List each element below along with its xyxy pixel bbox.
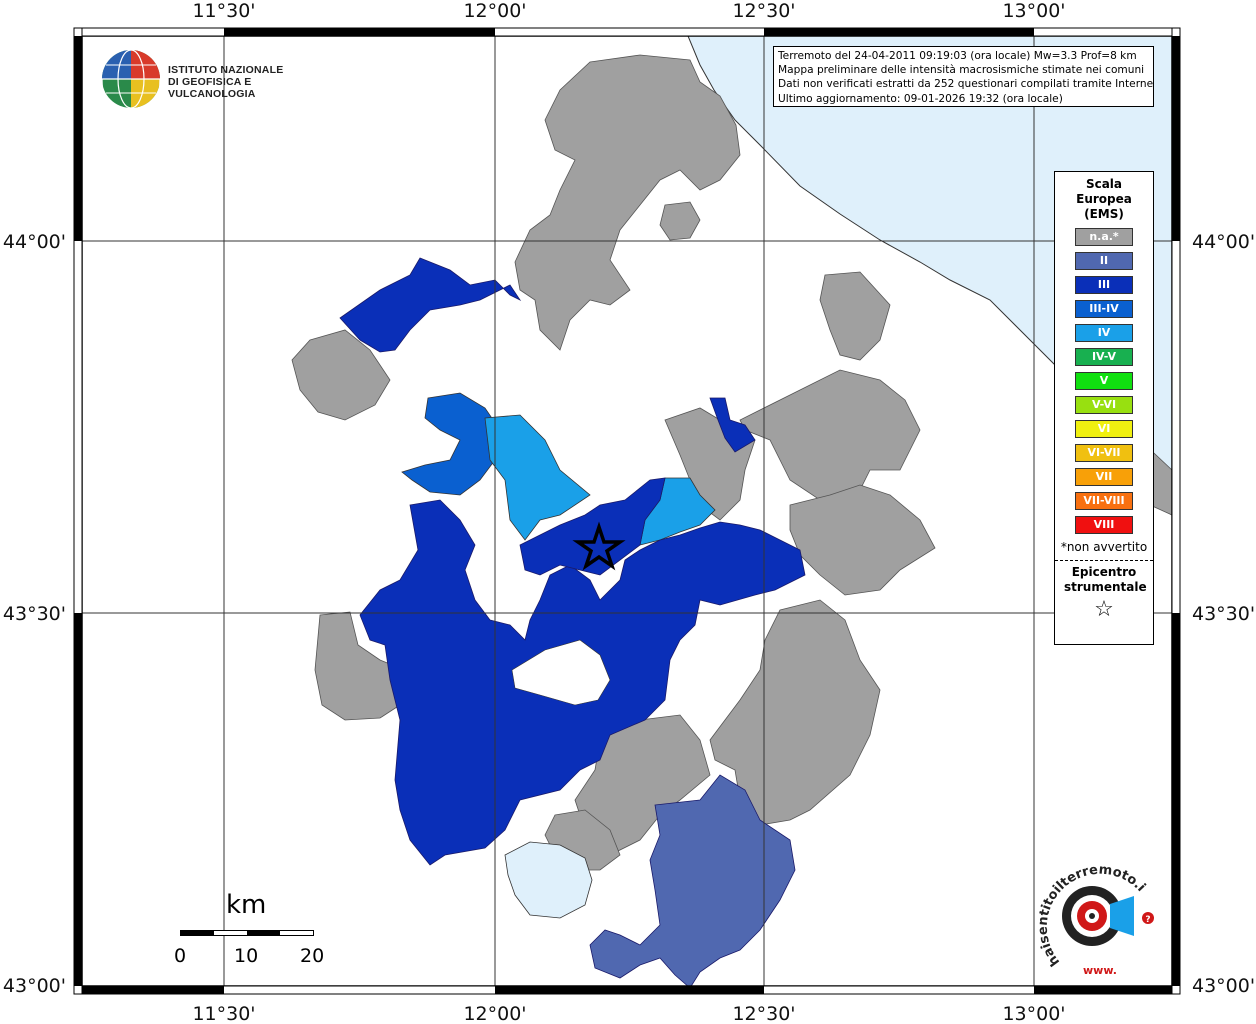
lon-label-bottom-2: 12°00'	[463, 1003, 526, 1024]
lon-label-top-3: 12°30'	[732, 0, 795, 22]
svg-text:?: ?	[1145, 915, 1150, 925]
legend-item: IV	[1075, 324, 1133, 342]
lat-label-right-2: 43°30'	[1192, 603, 1255, 625]
lat-label-right-3: 43°00'	[1192, 975, 1255, 997]
legend-item: V-VI	[1075, 396, 1133, 414]
event-info-line-1: Terremoto del 24-04-2011 09:19:03 (ora l…	[778, 50, 1137, 62]
globe-icon	[101, 49, 161, 110]
ems-legend: Scala Europea (EMS) n.a.* II III III-IV IV IV…	[1054, 171, 1154, 645]
legend-item: VII	[1075, 468, 1133, 486]
ingv-name: ISTITUTO NAZIONALE DI GEOFISICA E VULCAN…	[168, 64, 340, 100]
scale-tick-0: 0	[174, 945, 187, 967]
map-frame	[73, 27, 1181, 995]
scale-title: km	[226, 890, 267, 920]
lon-label-bottom-4: 13°00'	[1002, 1003, 1065, 1024]
lake-trasimeno	[511, 639, 611, 706]
graticule	[82, 36, 1172, 986]
ingv-logo: ISTITUTO NAZIONALE DI GEOFISICA E VULCAN…	[100, 48, 340, 110]
legend-note: *non avvertito	[1060, 540, 1148, 554]
epicenter-star-icon	[572, 521, 626, 571]
event-info-line-4: Ultimo aggiornamento: 09-01-2026 19:32 (…	[778, 92, 1063, 105]
haisentito-www: www.	[1083, 964, 1117, 977]
legend-item: III-IV	[1075, 300, 1133, 318]
legend-item: VI	[1075, 420, 1133, 438]
ingv-name-line2: DI GEOFISICA E VULCANOLOGIA	[168, 76, 256, 100]
legend-item: VI-VII	[1075, 444, 1133, 462]
legend-items: n.a.* II III III-IV IV IV-V V V-VI VI VI-VII VII VI…	[1055, 228, 1153, 534]
area-intensity-iv-west	[484, 414, 591, 541]
legend-item: VII-VIII	[1075, 492, 1133, 510]
scale-bar: km 0 10 20	[168, 890, 338, 970]
scale-tick-20: 20	[300, 945, 325, 967]
legend-item: II	[1075, 252, 1133, 270]
lon-label-bottom-3: 12°30'	[732, 1003, 795, 1024]
legend-item: V	[1075, 372, 1133, 390]
event-info-line-2: Mappa preliminare delle intensità macros…	[778, 64, 1145, 77]
lat-label-right-1: 44°00'	[1192, 231, 1255, 253]
legend-item: IV-V	[1075, 348, 1133, 366]
ingv-name-line1: ISTITUTO NAZIONALE	[168, 64, 284, 76]
scale-bar-graphic	[180, 930, 314, 936]
lon-label-top-4: 13°00'	[1002, 0, 1065, 22]
haisentito-logo: ? haisentitoilterremoto.it www.	[1027, 841, 1170, 982]
area-intensity-ii	[589, 774, 796, 989]
lat-label-left-3: 43°00'	[3, 975, 66, 997]
municipalities-not-felt	[291, 54, 1173, 871]
legend-item: III	[1075, 276, 1133, 294]
lon-label-top-2: 12°00'	[463, 0, 526, 22]
legend-divider	[1055, 560, 1153, 561]
legend-star-icon: ☆	[1094, 597, 1114, 622]
haisentito-logo-graphic: ? haisentitoilterremoto.it www.	[1027, 841, 1154, 977]
lon-label-top-1: 11°30'	[192, 0, 255, 22]
lon-label-bottom-1: 11°30'	[192, 1003, 255, 1024]
legend-epicenter-label: Epicentro strumentale	[1064, 565, 1147, 594]
lat-label-left-1: 44°00'	[3, 231, 66, 253]
event-info-box: Terremoto del 24-04-2011 09:19:03 (ora l…	[773, 46, 1154, 107]
scale-tick-10: 10	[234, 945, 259, 967]
lake-area	[504, 841, 593, 919]
lat-label-left-2: 43°30'	[3, 603, 66, 625]
event-info-line-3: Dati non verificati estratti da 252 ques…	[778, 78, 1154, 91]
legend-item: VIII	[1075, 516, 1133, 534]
legend-title: Scala Europea (EMS)	[1076, 177, 1132, 221]
legend-item: n.a.*	[1075, 228, 1133, 246]
